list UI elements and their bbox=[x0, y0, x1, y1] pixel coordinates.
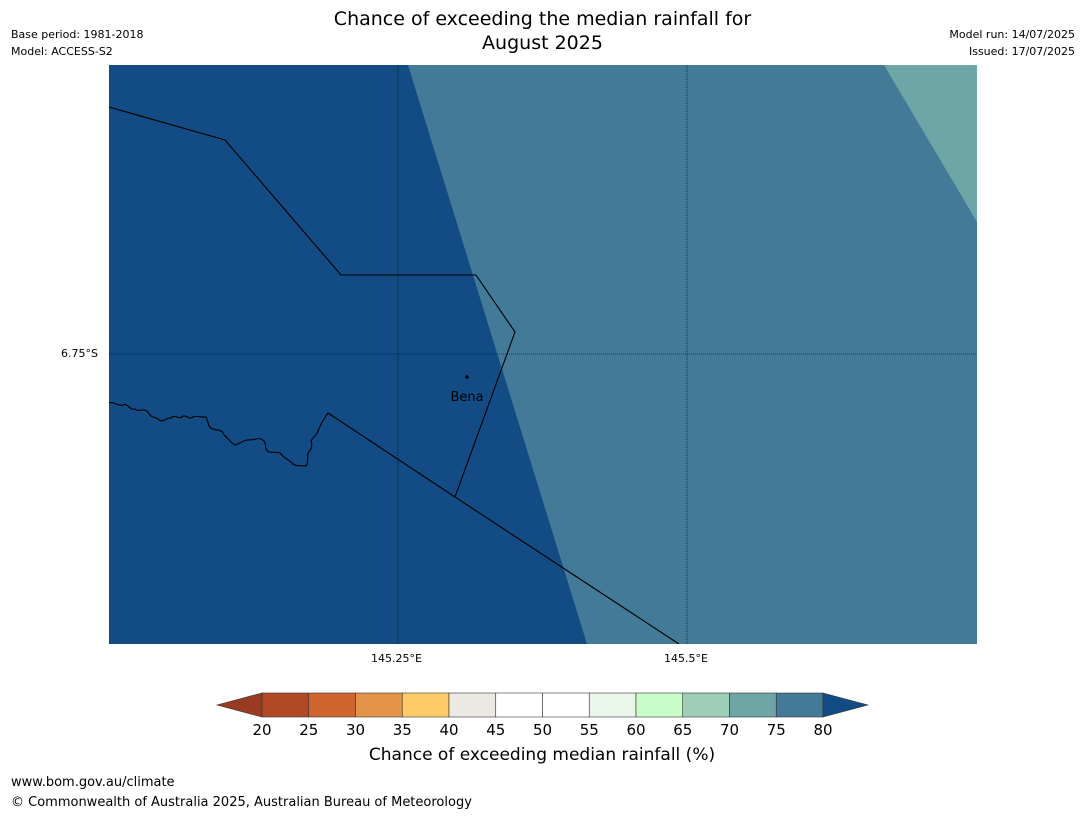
colorbar-tick-label: 40 bbox=[439, 721, 458, 739]
colorbar-tick-label: 75 bbox=[767, 721, 786, 739]
colorbar-tick-label: 20 bbox=[252, 721, 271, 739]
boundary-line-north bbox=[108, 106, 516, 498]
river-line bbox=[108, 402, 329, 467]
colorbar-tick-label: 80 bbox=[813, 721, 832, 739]
lon-label-2: 145.5°E bbox=[664, 652, 708, 665]
lon-label-1: 145.25°E bbox=[371, 652, 422, 665]
colorbar-tick-label: 50 bbox=[533, 721, 552, 739]
colorbar-bin bbox=[775, 692, 824, 718]
meta-right: Model run: 14/07/2025 Issued: 17/07/2025 bbox=[949, 26, 1075, 60]
colorbar-bin bbox=[542, 692, 590, 718]
base-period-text: Base period: 1981-2018 bbox=[11, 28, 144, 41]
colorbar-bin bbox=[729, 692, 777, 718]
colorbar-bin bbox=[308, 692, 356, 718]
issued-text: Issued: 17/07/2025 bbox=[968, 45, 1075, 58]
colorbar-bin bbox=[682, 692, 730, 718]
region-mid-blue bbox=[408, 65, 977, 644]
place-marker bbox=[465, 375, 469, 379]
colorbar-ticks: 20 25 30 35 40 45 50 55 60 65 70 75 80 bbox=[252, 721, 832, 739]
footer-copyright: © Commonwealth of Australia 2025, Austra… bbox=[11, 795, 472, 810]
chart-title: Chance of exceeding the median rainfall … bbox=[0, 7, 1085, 55]
title-line-1: Chance of exceeding the median rainfall … bbox=[333, 8, 752, 30]
colorbar-bin bbox=[261, 692, 310, 718]
colorbar-tick-label: 60 bbox=[626, 721, 645, 739]
colorbar-bin bbox=[495, 692, 543, 718]
colorbar-low-extension bbox=[215, 692, 263, 718]
title-line-2: August 2025 bbox=[482, 32, 603, 54]
colorbar-tick-label: 45 bbox=[486, 721, 505, 739]
colorbar-tick-label: 70 bbox=[720, 721, 739, 739]
colorbar-tick-label: 30 bbox=[346, 721, 365, 739]
map-svg: Bena bbox=[108, 65, 977, 645]
colorbar-bin bbox=[355, 692, 403, 718]
model-run-text: Model run: 14/07/2025 bbox=[949, 28, 1075, 41]
colorbar-tick-label: 55 bbox=[580, 721, 599, 739]
place-label: Bena bbox=[450, 390, 483, 405]
colorbar-bin bbox=[448, 692, 497, 718]
lat-label: 6.75°S bbox=[61, 347, 98, 360]
boundary-line-south bbox=[327, 412, 680, 645]
colorbar-bin bbox=[635, 692, 684, 718]
model-text: Model: ACCESS-S2 bbox=[11, 45, 113, 58]
footer-url: www.bom.gov.au/climate bbox=[11, 775, 175, 790]
colorbar-tick-label: 35 bbox=[393, 721, 412, 739]
colorbar: 20 25 30 35 40 45 50 55 60 65 70 75 80 bbox=[215, 692, 870, 739]
colorbar-tick-label: 65 bbox=[673, 721, 692, 739]
meta-left: Base period: 1981-2018 Model: ACCESS-S2 bbox=[11, 26, 143, 60]
colorbar-title: Chance of exceeding median rainfall (%) bbox=[368, 745, 716, 765]
region-teal bbox=[884, 65, 977, 222]
colorbar-high-extension bbox=[822, 692, 870, 718]
colorbar-bins bbox=[261, 692, 824, 718]
colorbar-tick-label: 25 bbox=[299, 721, 318, 739]
colorbar-bin bbox=[588, 692, 637, 718]
colorbar-bin bbox=[401, 692, 450, 718]
map: Bena bbox=[108, 65, 977, 645]
